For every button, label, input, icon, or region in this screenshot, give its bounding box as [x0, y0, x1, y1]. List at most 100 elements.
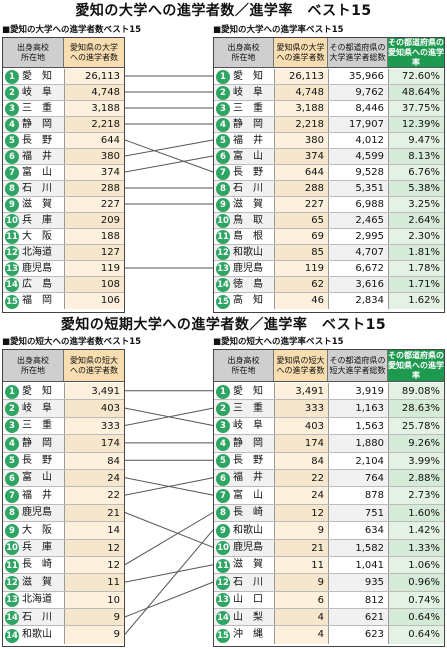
header-h2: 愛知県の大学 への進学者数	[274, 38, 328, 67]
table-row: 12 滋 賀 11	[3, 574, 124, 592]
rank-badge: 14	[5, 278, 19, 292]
pref-cell: 11 滋 賀	[214, 557, 274, 573]
pref-cell: 13 鹿児島	[3, 261, 64, 276]
prefecture-name: 岐 阜	[233, 86, 263, 98]
total-value: 1,582	[328, 539, 388, 556]
prefecture-name: 長 野	[22, 455, 52, 467]
pref-cell: 12 石 川	[214, 574, 274, 590]
total-value: 751	[328, 504, 388, 522]
prefecture-name: 和歌山	[22, 629, 52, 641]
prefecture-name: 富 山	[233, 150, 263, 162]
count-value: 209	[64, 213, 124, 228]
pref-cell: 12 北海道	[3, 245, 64, 260]
rank-badge: 11	[5, 230, 19, 244]
count-value: 9	[274, 574, 328, 591]
rank-badge: 14	[5, 628, 19, 643]
connector-line	[124, 477, 214, 496]
total-value: 8,446	[328, 101, 388, 116]
rate-value: 48.64%	[388, 85, 444, 100]
rank-badge: 6	[216, 150, 230, 164]
header-h4: その都道府県の 愛知県への進学率	[388, 37, 444, 67]
total-value: 812	[328, 591, 388, 609]
rate-value: 2.30%	[388, 229, 444, 244]
prefecture-name: 石 川	[233, 182, 263, 194]
rank-badge: 7	[5, 166, 19, 180]
count-value: 65	[274, 213, 328, 228]
count-value: 84	[274, 452, 328, 469]
pref-cell: 10 兵 庫	[3, 540, 64, 556]
prefecture-name: 鹿児島	[233, 262, 263, 274]
total-value: 935	[328, 574, 388, 591]
rank-badge: 15	[216, 294, 230, 309]
prefecture-name: 鹿児島	[22, 507, 52, 519]
table-header: 出身高校 所在地 愛知県の短大 への進学者数	[3, 350, 124, 382]
pref-cell: 8 鹿児島	[3, 505, 64, 521]
prefecture-name: 三 重	[22, 102, 52, 114]
connector-line	[124, 564, 214, 583]
rank-badge: 1	[5, 384, 19, 399]
count-value: 3,188	[274, 101, 328, 116]
table-header: 出身高校 所在地 愛知県の短大 への進学者数 その都道府県の 短大進学者総数 その都道府県の…	[214, 350, 444, 382]
total-value: 9,762	[328, 85, 388, 100]
count-value: 188	[64, 229, 124, 244]
pref-cell: 13 山 口	[214, 592, 274, 608]
table-row: 12 和歌山 85 4,707 1.81%	[214, 245, 444, 261]
univ-right-subtitle: ■愛知の大学への進学率ベスト15	[213, 25, 344, 35]
rank-badge: 9	[5, 523, 19, 538]
header-h1: 出身高校 所在地	[214, 38, 274, 67]
table-row: 15 高 知 46 2,834 1.62%	[214, 293, 444, 309]
prefecture-name: 三 重	[233, 402, 263, 414]
pref-cell: 11 大 阪	[3, 229, 64, 244]
rate-value: 3.25%	[388, 197, 444, 212]
prefecture-name: 岐 阜	[22, 402, 52, 414]
rate-value: 8.13%	[388, 149, 444, 164]
rank-badge: 12	[5, 575, 19, 590]
count-value: 14	[64, 522, 124, 539]
prefecture-name: 滋 賀	[22, 576, 52, 588]
count-value: 4	[274, 609, 328, 626]
pref-cell: 10 鳥 取	[214, 213, 274, 228]
total-value: 2,834	[328, 293, 388, 309]
prefecture-name: 福 井	[22, 150, 52, 162]
rank-badge: 14	[216, 610, 230, 625]
count-value: 26,113	[64, 69, 124, 84]
total-value: 2,104	[328, 452, 388, 469]
pref-cell: 15 高 知	[214, 293, 274, 309]
header-h3: その都道府県の 大学進学者総数	[328, 38, 388, 67]
prefecture-name: 山 口	[233, 594, 263, 606]
junior-rate-table: 出身高校 所在地 愛知県の短大 への進学者数 その都道府県の 短大進学者総数 その都道府県の…	[213, 349, 445, 647]
rate-value: 28.63%	[388, 400, 444, 417]
prefecture-name: 福 井	[233, 134, 263, 146]
rate-value: 1.42%	[388, 522, 444, 539]
total-value: 17,907	[328, 117, 388, 132]
count-value: 62	[274, 277, 328, 292]
rank-badge: 7	[216, 166, 230, 180]
count-value: 4,748	[64, 85, 124, 100]
table-row: 11 大 阪 188	[3, 229, 124, 245]
rank-badge: 13	[5, 262, 19, 276]
table-row: 12 石 川 9 935 0.96%	[214, 574, 444, 592]
rank-badge: 4	[216, 118, 230, 132]
prefecture-name: 徳 島	[233, 278, 263, 290]
rank-badge: 7	[216, 489, 230, 504]
